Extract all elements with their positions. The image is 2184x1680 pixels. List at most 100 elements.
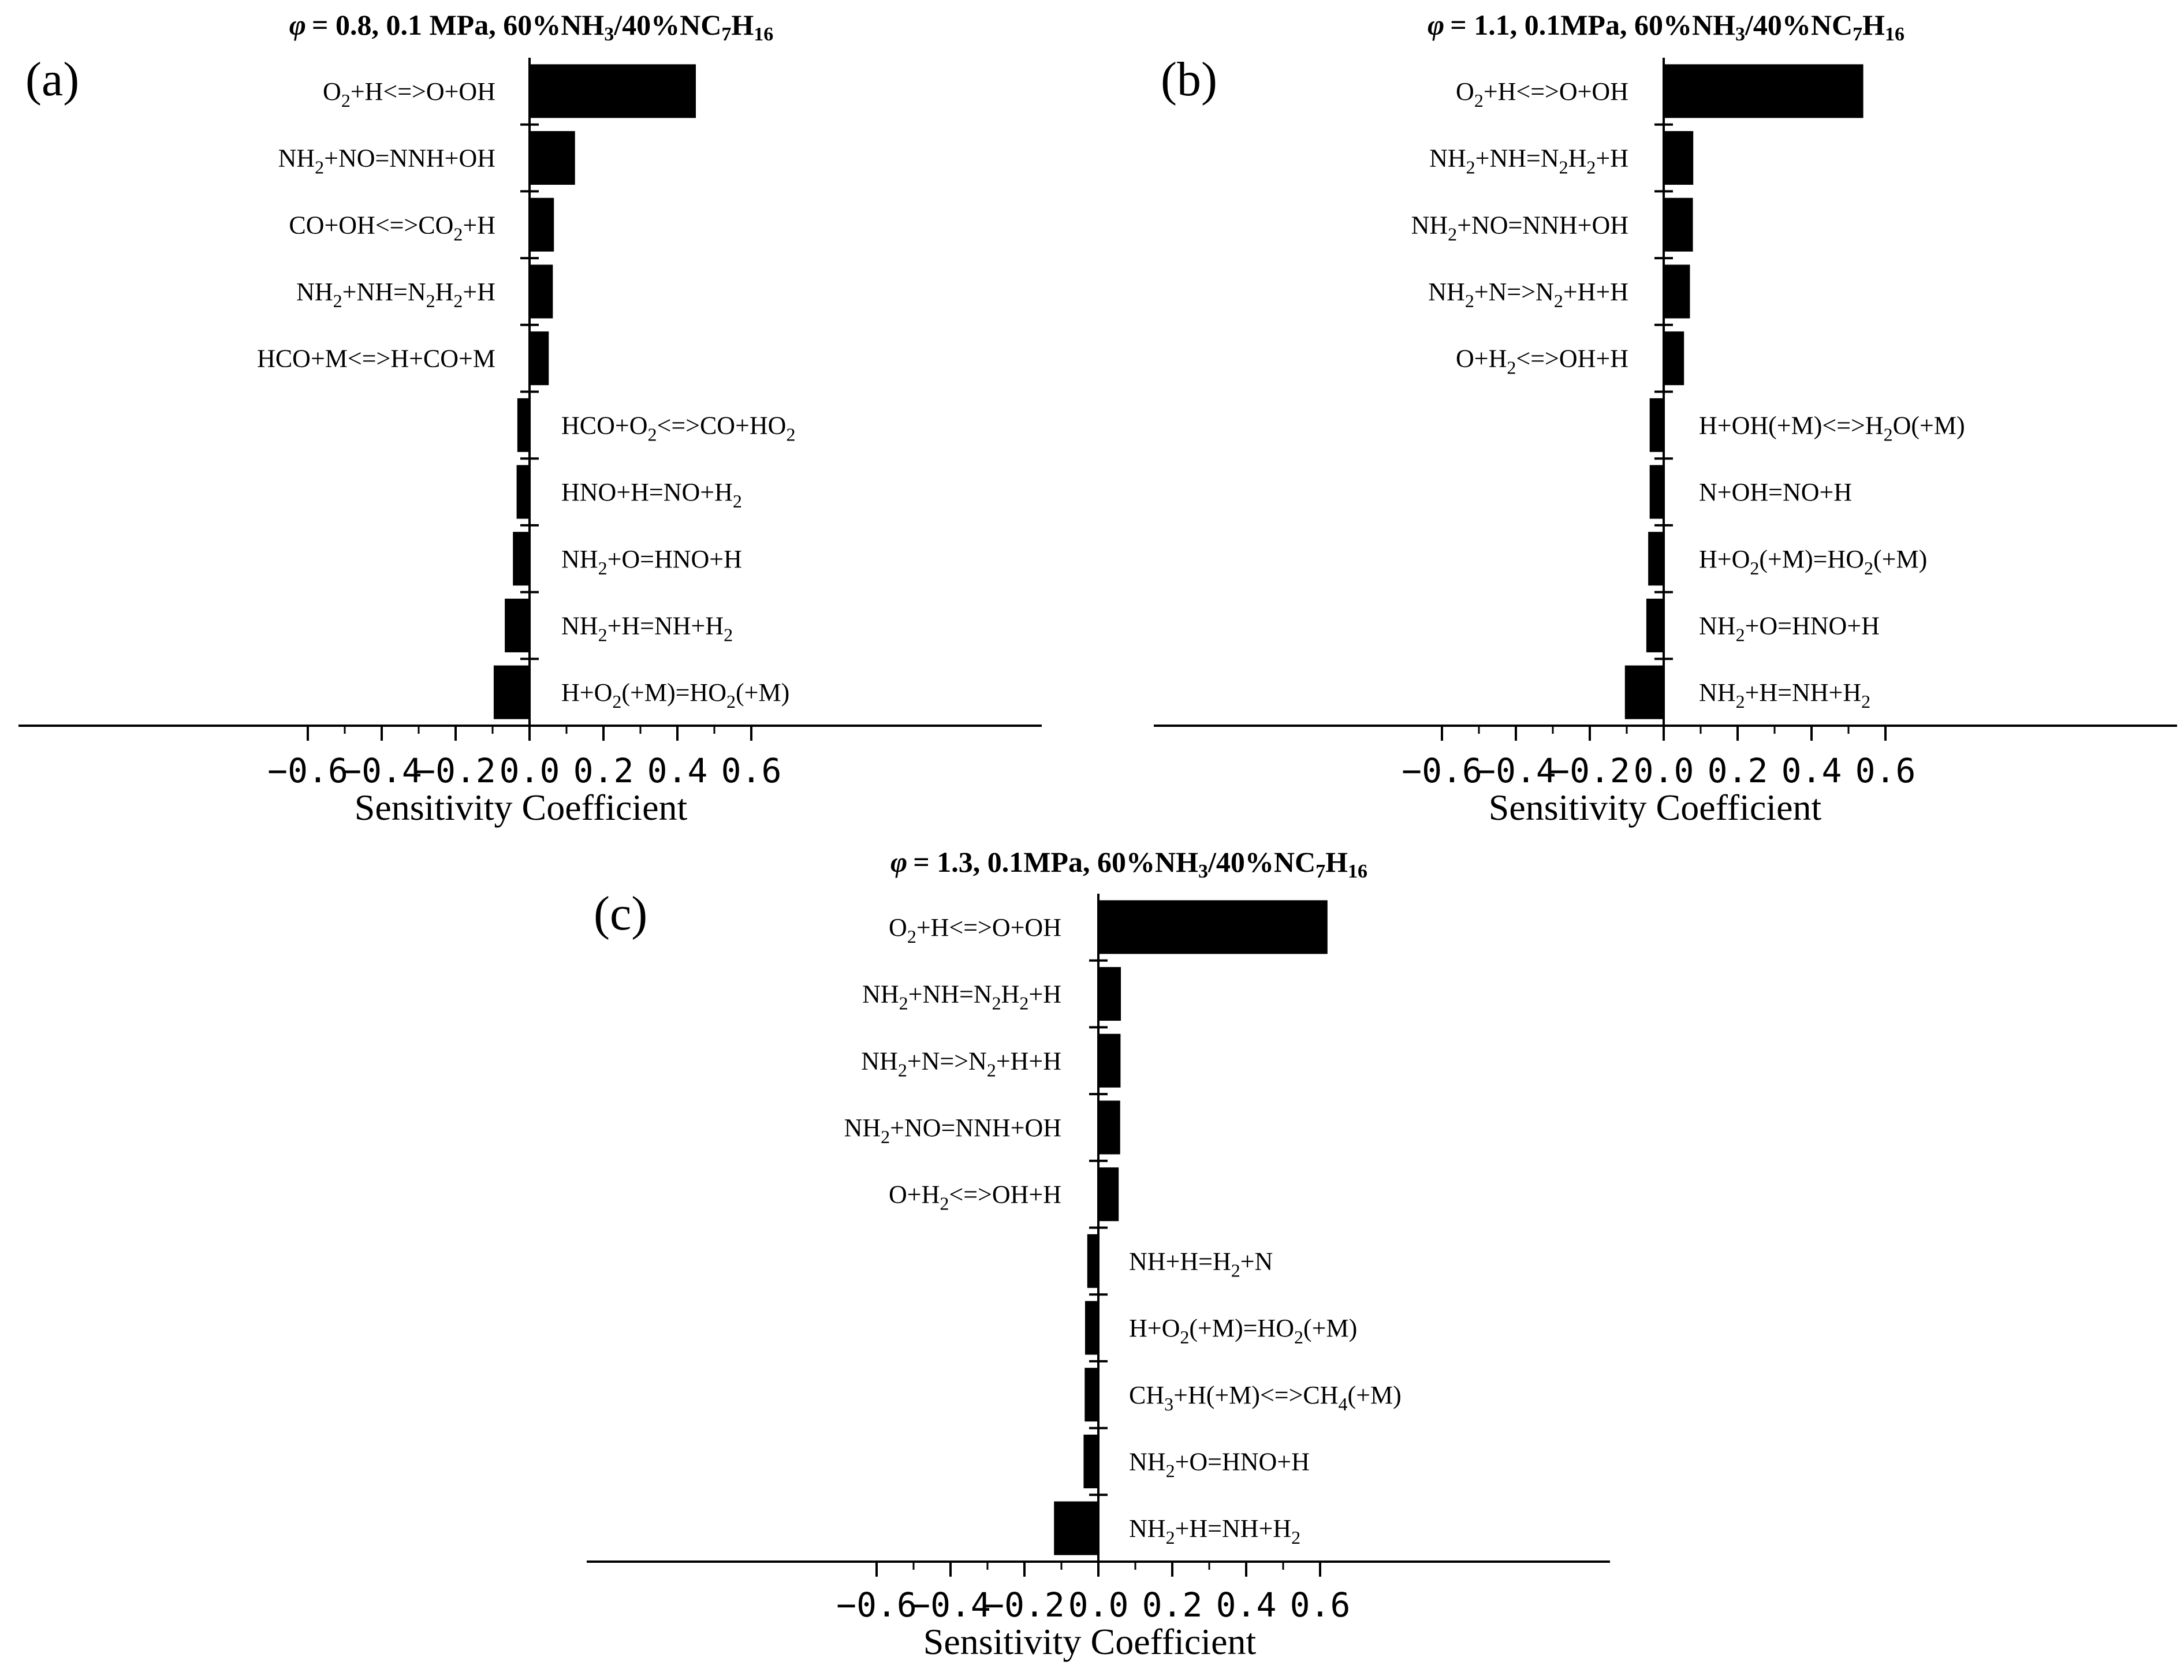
panel-label: (a) [25, 53, 79, 106]
label-subscript: 2 [881, 1126, 890, 1147]
reaction-label: NH2+N=>N2+H+H [861, 1047, 1061, 1080]
label-text: H [435, 278, 454, 306]
reaction-label: CH3+H(+M)<=>CH4(+M) [1129, 1381, 1402, 1414]
bar-h-oh-m-h2o-m- [1649, 398, 1664, 452]
label-text: +H+H [1563, 278, 1628, 306]
label-text: H [1001, 980, 1020, 1009]
title-part-m1: /40%NC [1745, 9, 1853, 41]
label-text: NH [1129, 1447, 1166, 1476]
label-text: +H=NH+H [1175, 1514, 1292, 1543]
label-text: NH [844, 1114, 881, 1142]
x-tick-label: 0.6 [721, 751, 782, 790]
x-tick-label: −0.4 [910, 1585, 991, 1625]
label-subscript: 2 [733, 491, 742, 512]
x-tick-label: −0.4 [1475, 751, 1556, 790]
panel-c: φ = 1.3, 0.1MPa, 60%NH3/40%NC7H16(c) O2+H<… [587, 846, 1610, 1662]
label-text: (+M)=HO [1759, 545, 1864, 573]
title-part-rest: = 0.8, 0.1 MPa, 60%NH [312, 9, 604, 41]
x-tick-label: −0.2 [1549, 751, 1630, 790]
label-text: <=>OH+H [949, 1181, 1061, 1209]
title-part-rest: = 1.3, 0.1MPa, 60%NH [913, 846, 1198, 878]
bar-nh2-no-nnh-oh [530, 131, 575, 185]
reaction-label: H+O2(+M)=HO2(+M) [561, 678, 789, 712]
label-subscript: 2 [1586, 157, 1596, 178]
label-text: H+OH(+M)<=>H [1699, 411, 1884, 439]
label-text: <=>OH+H [1516, 345, 1628, 373]
x-tick-label: 0.2 [573, 751, 634, 790]
title-part-m2: H [1862, 9, 1885, 41]
label-text: NH [1428, 278, 1465, 306]
label-text: H+O [1129, 1314, 1180, 1342]
label-subscript: 2 [992, 993, 1001, 1014]
x-tick-label: 0.4 [1782, 751, 1842, 790]
bar-nh2-nh-n2h2-h [1098, 967, 1121, 1021]
x-tick-label: 0.4 [647, 751, 708, 790]
x-tick-label: 0.0 [500, 751, 560, 790]
reaction-label: NH2+NH=N2H2+H [862, 980, 1061, 1014]
label-text: NH [1129, 1514, 1166, 1543]
label-subscript: 3 [1164, 1394, 1173, 1414]
label-subscript: 2 [1465, 290, 1474, 311]
bar-nh2-n-n2-h-h [1664, 264, 1690, 319]
label-text: +H<=>O+OH [351, 77, 495, 106]
reaction-label: NH2+NO=NNH+OH [1411, 211, 1628, 244]
label-text: +NH=N [342, 278, 426, 306]
label-text: O [1456, 77, 1474, 106]
panel-b: φ = 1.1, 0.1MPa, 60%NH3/40%NC7H16(b) O2+H<… [1154, 9, 2177, 828]
label-subscript: 2 [1180, 1327, 1189, 1347]
label-subscript: 2 [1474, 90, 1484, 111]
label-subscript: 2 [987, 1059, 996, 1080]
bar-nh-h-h2-n [1087, 1234, 1098, 1288]
bar-o-h2-oh-h [1098, 1167, 1119, 1222]
reaction-label: O+H2<=>OH+H [1456, 345, 1628, 378]
label-text: +H [463, 278, 495, 306]
reaction-label: NH2+N=>N2+H+H [1428, 278, 1628, 311]
label-text: +H [1596, 144, 1628, 173]
label-text: +H<=>O+OH [1484, 77, 1628, 106]
bar-nh2-nh-n2h2-h [530, 264, 553, 319]
title-part-s1: 3 [1198, 861, 1208, 882]
bar-hco-o2-co-ho2 [517, 398, 530, 452]
bar-nh2-h-nh-h2 [1624, 665, 1664, 719]
x-tick-label: 0.0 [1068, 1585, 1129, 1625]
reaction-label: NH2+NO=NNH+OH [278, 144, 495, 178]
label-text: NH [861, 1047, 898, 1075]
label-subscript: 2 [1294, 1327, 1303, 1347]
label-subscript: 2 [1466, 157, 1475, 178]
label-text: O [889, 913, 907, 942]
label-subscript: 2 [1019, 993, 1028, 1014]
panel-label: (b) [1161, 53, 1217, 106]
label-subscript: 2 [333, 290, 342, 311]
reaction-label: NH+H=H2+N [1129, 1247, 1273, 1280]
label-text: NH [1699, 678, 1736, 707]
label-text: CO+OH<=>CO [289, 211, 453, 239]
label-subscript: 2 [1750, 558, 1759, 578]
panel-title: φ = 1.3, 0.1MPa, 60%NH3/40%NC7H16 [890, 846, 1367, 882]
label-subscript: 2 [1291, 1527, 1300, 1548]
title-part-s1: 3 [604, 24, 614, 45]
label-text: +H(+M)<=>CH [1173, 1381, 1338, 1409]
label-text: NH [1411, 211, 1448, 239]
x-axis-label: Sensitivity Coefficient [355, 787, 688, 828]
reaction-label: O+H2<=>OH+H [889, 1181, 1061, 1214]
label-subscript: 2 [598, 558, 608, 578]
label-subscript: 2 [648, 424, 657, 445]
reaction-label: H+O2(+M)=HO2(+M) [1129, 1314, 1357, 1347]
bar-nh2-no-nnh-oh [1664, 197, 1693, 252]
title-part-phi: φ [289, 9, 306, 41]
reaction-label: CO+OH<=>CO2+H [289, 211, 495, 244]
label-subscript: 2 [1554, 290, 1563, 311]
title-part-m2: H [1325, 846, 1348, 878]
label-subscript: 2 [940, 1193, 949, 1214]
label-text: +NO=NNH+OH [324, 144, 495, 173]
bar-h-o2-m-ho2-m- [493, 665, 530, 719]
bar-nh2-n-n2-h-h [1098, 1033, 1121, 1088]
title-part-s1: 3 [1735, 24, 1745, 45]
x-axis-label: Sensitivity Coefficient [1489, 787, 1822, 828]
label-text: +H [1028, 980, 1061, 1009]
label-text: (+M) [1303, 1314, 1357, 1342]
x-tick-label: −0.4 [341, 751, 422, 790]
reaction-label: NH2+O=HNO+H [561, 545, 742, 578]
panel-title: φ = 0.8, 0.1 MPa, 60%NH3/40%NC7H16 [289, 9, 774, 45]
